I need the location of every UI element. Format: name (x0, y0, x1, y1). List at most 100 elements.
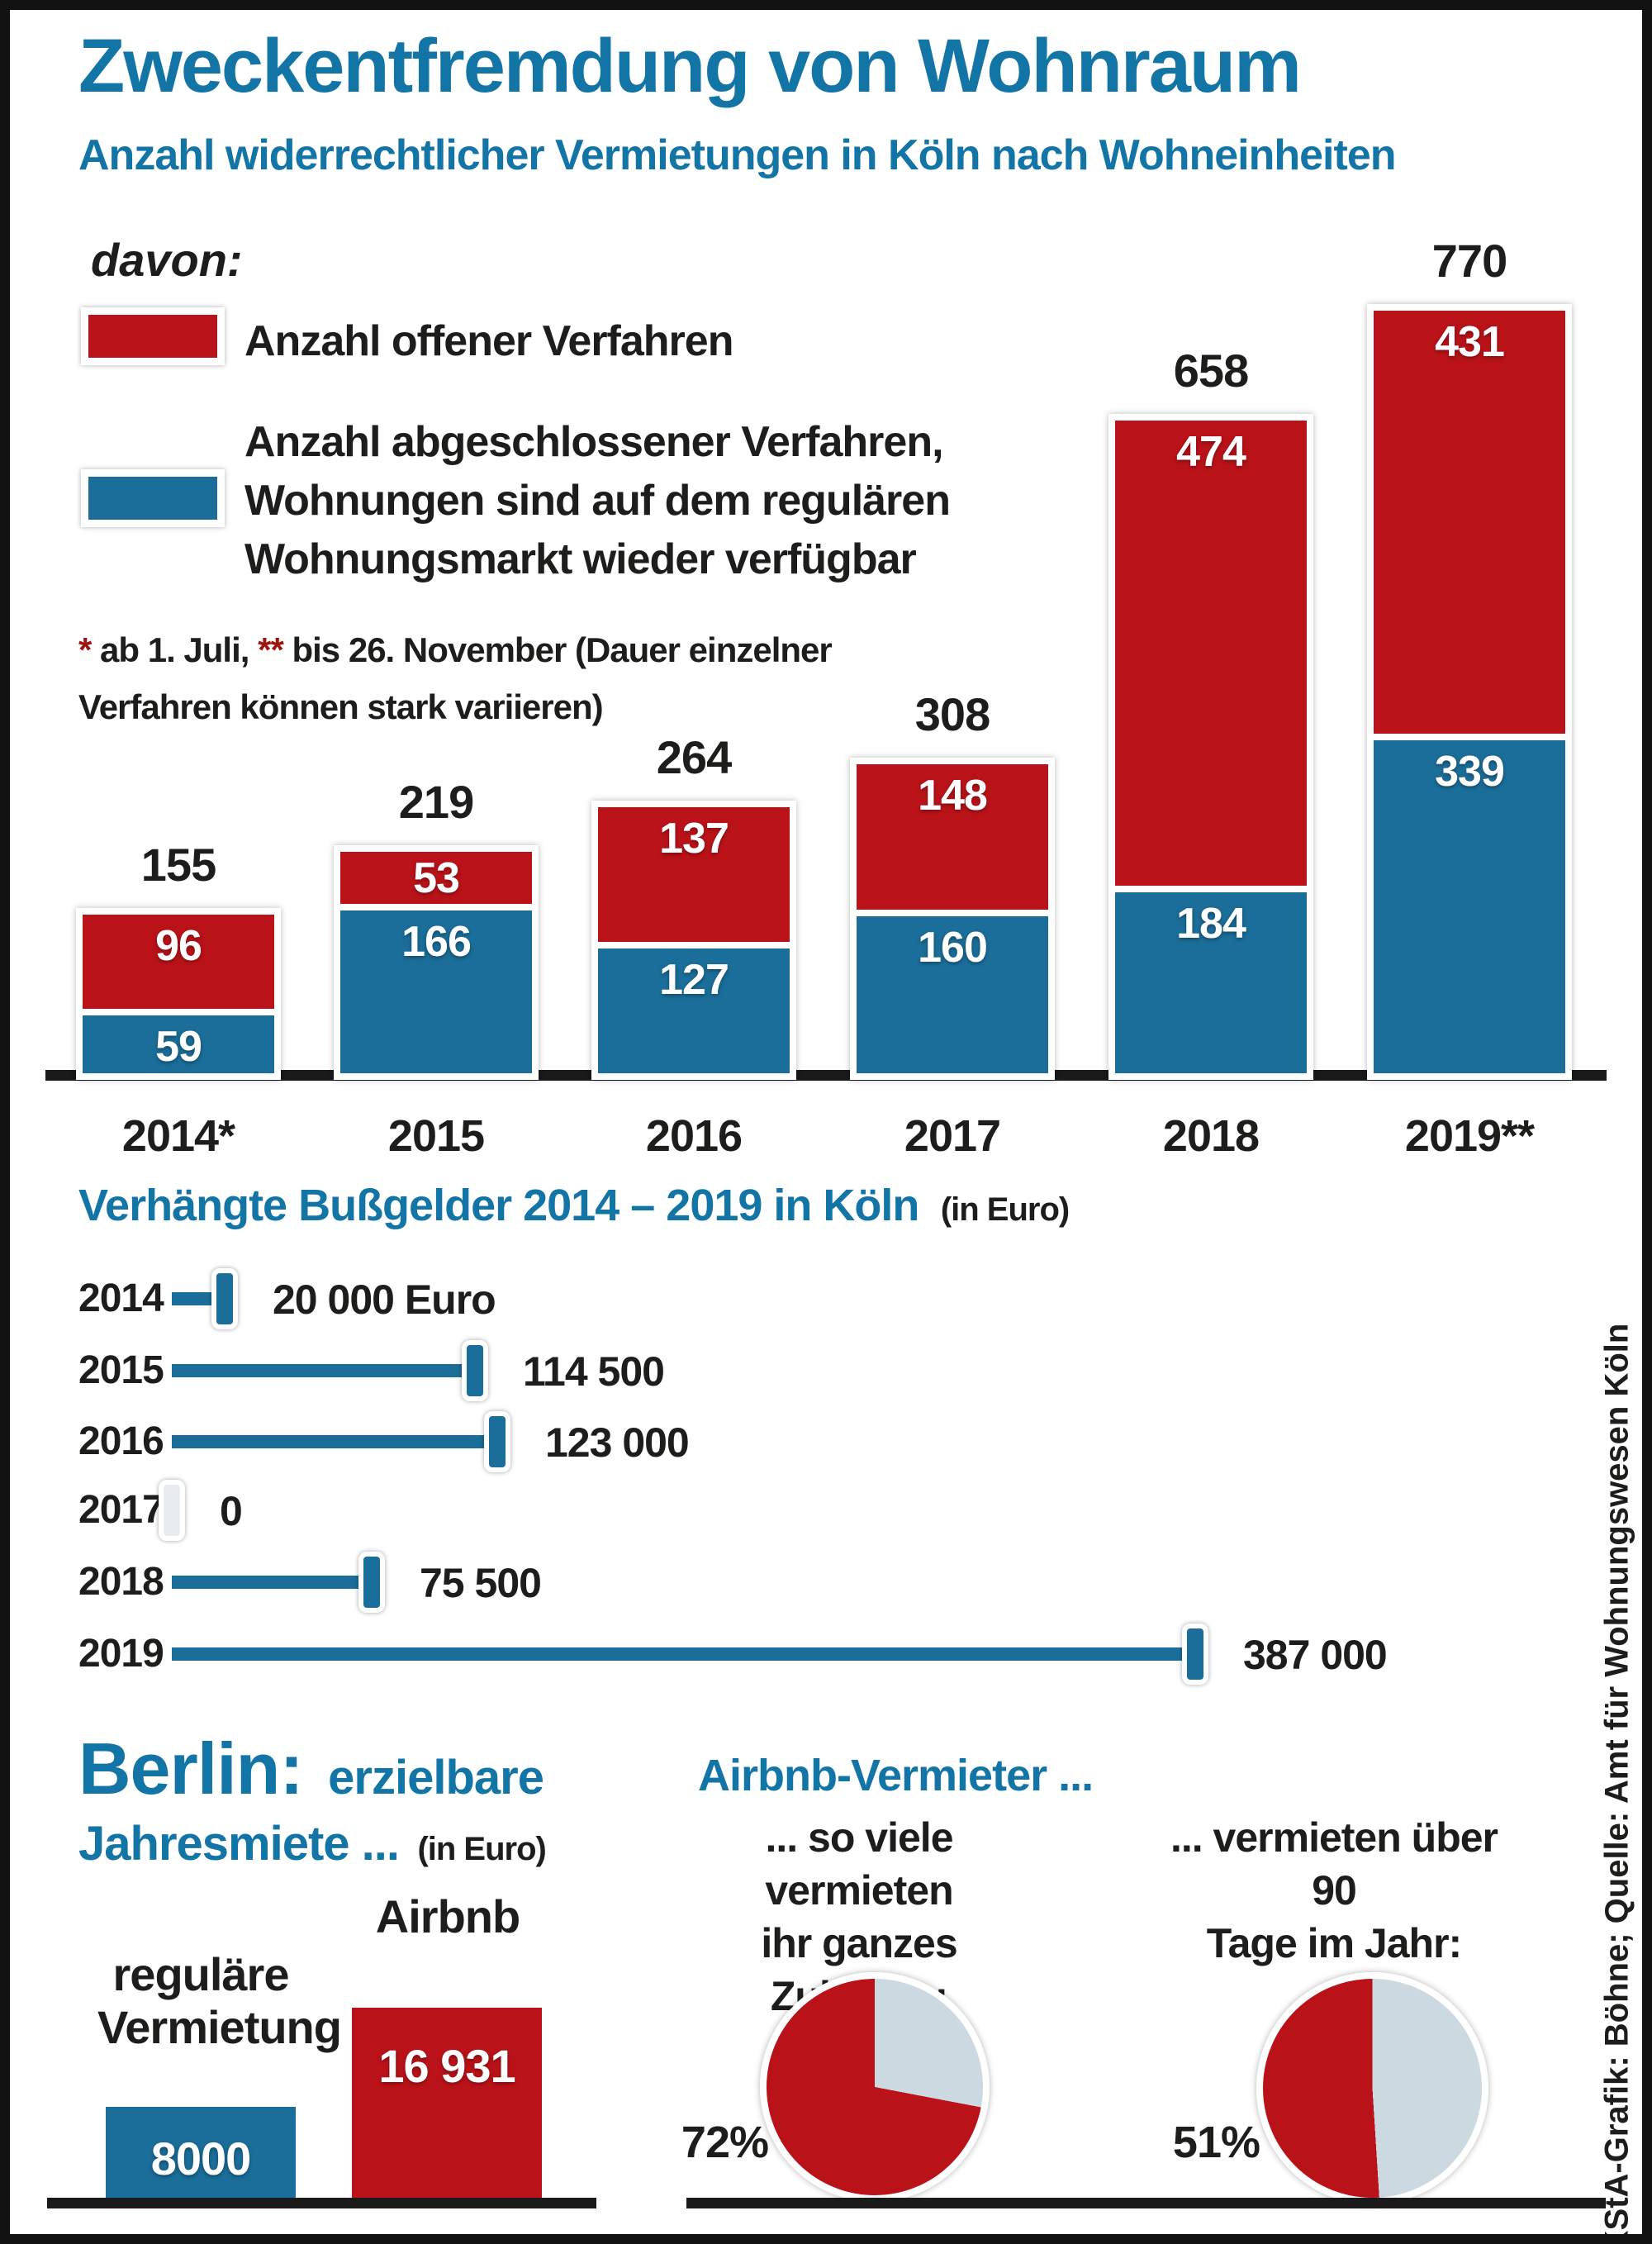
bussgelder-unit-note: (in Euro) (940, 1191, 1070, 1228)
total-label-2019: 770 (1431, 235, 1507, 287)
legend-open-swatch (81, 307, 225, 365)
total-label-2015: 219 (398, 776, 474, 828)
footnote-star2: ** (258, 630, 284, 669)
bar-2018-closed-segment: 184 (1115, 892, 1307, 1073)
bussgelder-year-2019: 2019 (78, 1632, 164, 1676)
xlabel-2017: 2017 (904, 1111, 1001, 1161)
bar-2019-open-value: 431 (1435, 318, 1505, 366)
pie-chart-90-tage (1256, 1972, 1488, 2204)
bar-2017-open-value: 148 (918, 772, 988, 820)
bar-2016-closed-value: 127 (659, 956, 729, 1004)
bar-2015-closed-value: 166 (401, 918, 472, 966)
pie1-percentage: 72% (681, 2118, 769, 2167)
legend-open-label: Anzahl offener Verfahren (244, 317, 733, 365)
bar-2019-closed-value: 339 (1435, 748, 1505, 796)
bar-2015-closed-segment: 166 (340, 910, 532, 1073)
footnote-part2: bis 26. November (Dauer einzelner (282, 630, 832, 669)
footnote: * ab 1. Juli, ** bis 26. November (Dauer… (78, 621, 833, 735)
footnote-star1: * (78, 630, 92, 669)
airbnb-section-heading: Airbnb-Vermieter ... (698, 1751, 1094, 1800)
xlabel-2018: 2018 (1162, 1111, 1260, 1161)
bar-2016: 137 127 (591, 801, 796, 1080)
total-label-2017: 308 (914, 688, 990, 740)
bussgelder-line-2019 (172, 1647, 1195, 1661)
bar-2018: 474 184 (1108, 414, 1313, 1080)
pie-chart-ganzes-zuhause (760, 1972, 990, 2202)
bussgelder-line-2015 (172, 1364, 475, 1377)
legend-closed-line3: Wohnungsmarkt wieder verfügbar (244, 535, 917, 583)
bussgelder-year-2014: 2014 (78, 1277, 164, 1320)
xlabel-2014: 2014* (121, 1111, 235, 1161)
berlin-airbnb-value: 16 931 (378, 2040, 515, 2092)
berlin-regular-label-line2: Vermietung (97, 2001, 342, 2053)
bar-2014: 96 59 (76, 908, 281, 1080)
bar-2016-closed-segment: 127 (598, 948, 790, 1073)
bar-2019-open-segment: 431 (1374, 311, 1565, 734)
bussgelder-value-2017: 0 (220, 1488, 243, 1534)
bussgelder-title: Verhängte Bußgelder 2014 – 2019 in Köln (78, 1181, 919, 1230)
pies-baseline (686, 2198, 1606, 2208)
legend-closed-line2: Wohnungen sind auf dem regulären (244, 477, 951, 525)
bussgelder-year-2018: 2018 (78, 1560, 164, 1604)
berlin-airbnb-bar: 16 931 (352, 2008, 542, 2198)
pie2-caption-line2: Tage im Jahr: (1206, 1920, 1462, 1966)
page-subtitle: Anzahl widerrechtlicher Vermietungen in … (78, 131, 1396, 179)
legend-closed-swatch (81, 469, 225, 527)
footnote-line2: Verfahren können stark variieren) (78, 687, 604, 726)
bar-2015-open-value: 53 (413, 854, 460, 902)
bar-2019: 431 339 (1367, 304, 1572, 1080)
berlin-heading-line2: Jahresmiete ... (in Euro) (78, 1816, 547, 1871)
pie2-caption-line1: ... vermieten über 90 (1170, 1814, 1498, 1914)
total-label-2014: 155 (140, 839, 216, 891)
bar-2019-closed-segment: 339 (1374, 740, 1565, 1073)
bar-2018-open-value: 474 (1176, 428, 1246, 476)
footnote-part1: ab 1. Juli, (91, 630, 259, 669)
bussgelder-line-2016 (172, 1435, 497, 1448)
berlin-unit-note: (in Euro) (417, 1831, 546, 1867)
total-label-2018: 658 (1173, 345, 1249, 397)
bussgelder-title-row: Verhängte Bußgelder 2014 – 2019 in Köln … (78, 1180, 1070, 1231)
xlabel-2019: 2019** (1404, 1111, 1535, 1161)
bussgelder-marker-2016 (484, 1411, 510, 1472)
pie2-caption: ... vermieten über 90 Tage im Jahr: (1148, 1811, 1520, 1970)
bussgelder-value-2018: 75 500 (420, 1560, 542, 1606)
xlabel-2016: 2016 (645, 1111, 743, 1161)
total-label-2016: 264 (656, 731, 732, 783)
bar-2018-open-segment: 474 (1115, 421, 1307, 886)
bussgelder-marker-2019 (1182, 1624, 1208, 1685)
bussgelder-value-2014: 20 000 Euro (273, 1277, 496, 1323)
legend-closed-line1: Anzahl abgeschlossener Verfahren, (244, 418, 944, 466)
bussgelder-value-2019: 387 000 (1243, 1632, 1388, 1678)
berlin-regular-label: reguläre Vermietung (97, 1948, 342, 2054)
page-title: Zweckentfremdung von Wohnraum (78, 24, 1302, 108)
bussgelder-year-2016: 2016 (78, 1419, 164, 1463)
berlin-regular-bar: 8000 (106, 2107, 296, 2198)
footnote-line1: * ab 1. Juli, ** bis 26. November (Dauer… (78, 621, 833, 678)
bar-2014-closed-value: 59 (155, 1023, 202, 1071)
bar-2014-closed-segment: 59 (83, 1015, 274, 1073)
bar-2015-open-segment: 53 (340, 852, 532, 904)
bussgelder-marker-2015 (462, 1340, 488, 1401)
bar-2016-open-segment: 137 (598, 807, 790, 942)
bar-2017-closed-value: 160 (918, 924, 988, 972)
bussgelder-value-2015: 114 500 (523, 1348, 665, 1395)
berlin-heading-line1: Berlin: erzielbare (78, 1727, 544, 1811)
berlin-heading-rest: erzielbare (328, 1751, 544, 1804)
bar-2014-open-value: 96 (155, 922, 202, 970)
source-credit: KStA-Grafik: Böhne; Quelle: Amt für Wohn… (1598, 1323, 1635, 2244)
legend-davon-label: davon: (91, 234, 243, 286)
berlin-heading-big: Berlin: (78, 1728, 304, 1809)
pie2-percentage: 51% (1172, 2118, 1260, 2167)
bar-2017: 148 160 (850, 758, 1055, 1080)
legend-closed-label: Anzahl abgeschlossener Verfahren, Wohnun… (244, 413, 951, 589)
bussgelder-year-2017: 2017 (78, 1488, 164, 1532)
berlin-airbnb-label: Airbnb (375, 1890, 520, 1942)
bar-2018-closed-value: 184 (1176, 900, 1246, 948)
bussgelder-line-2018 (172, 1576, 372, 1589)
bar-2014-open-segment: 96 (83, 915, 274, 1009)
bar-2016-open-value: 137 (659, 815, 729, 863)
berlin-baseline (47, 2198, 596, 2208)
berlin-regular-label-line1: reguläre (112, 1948, 290, 2000)
xlabel-2015: 2015 (387, 1111, 485, 1161)
